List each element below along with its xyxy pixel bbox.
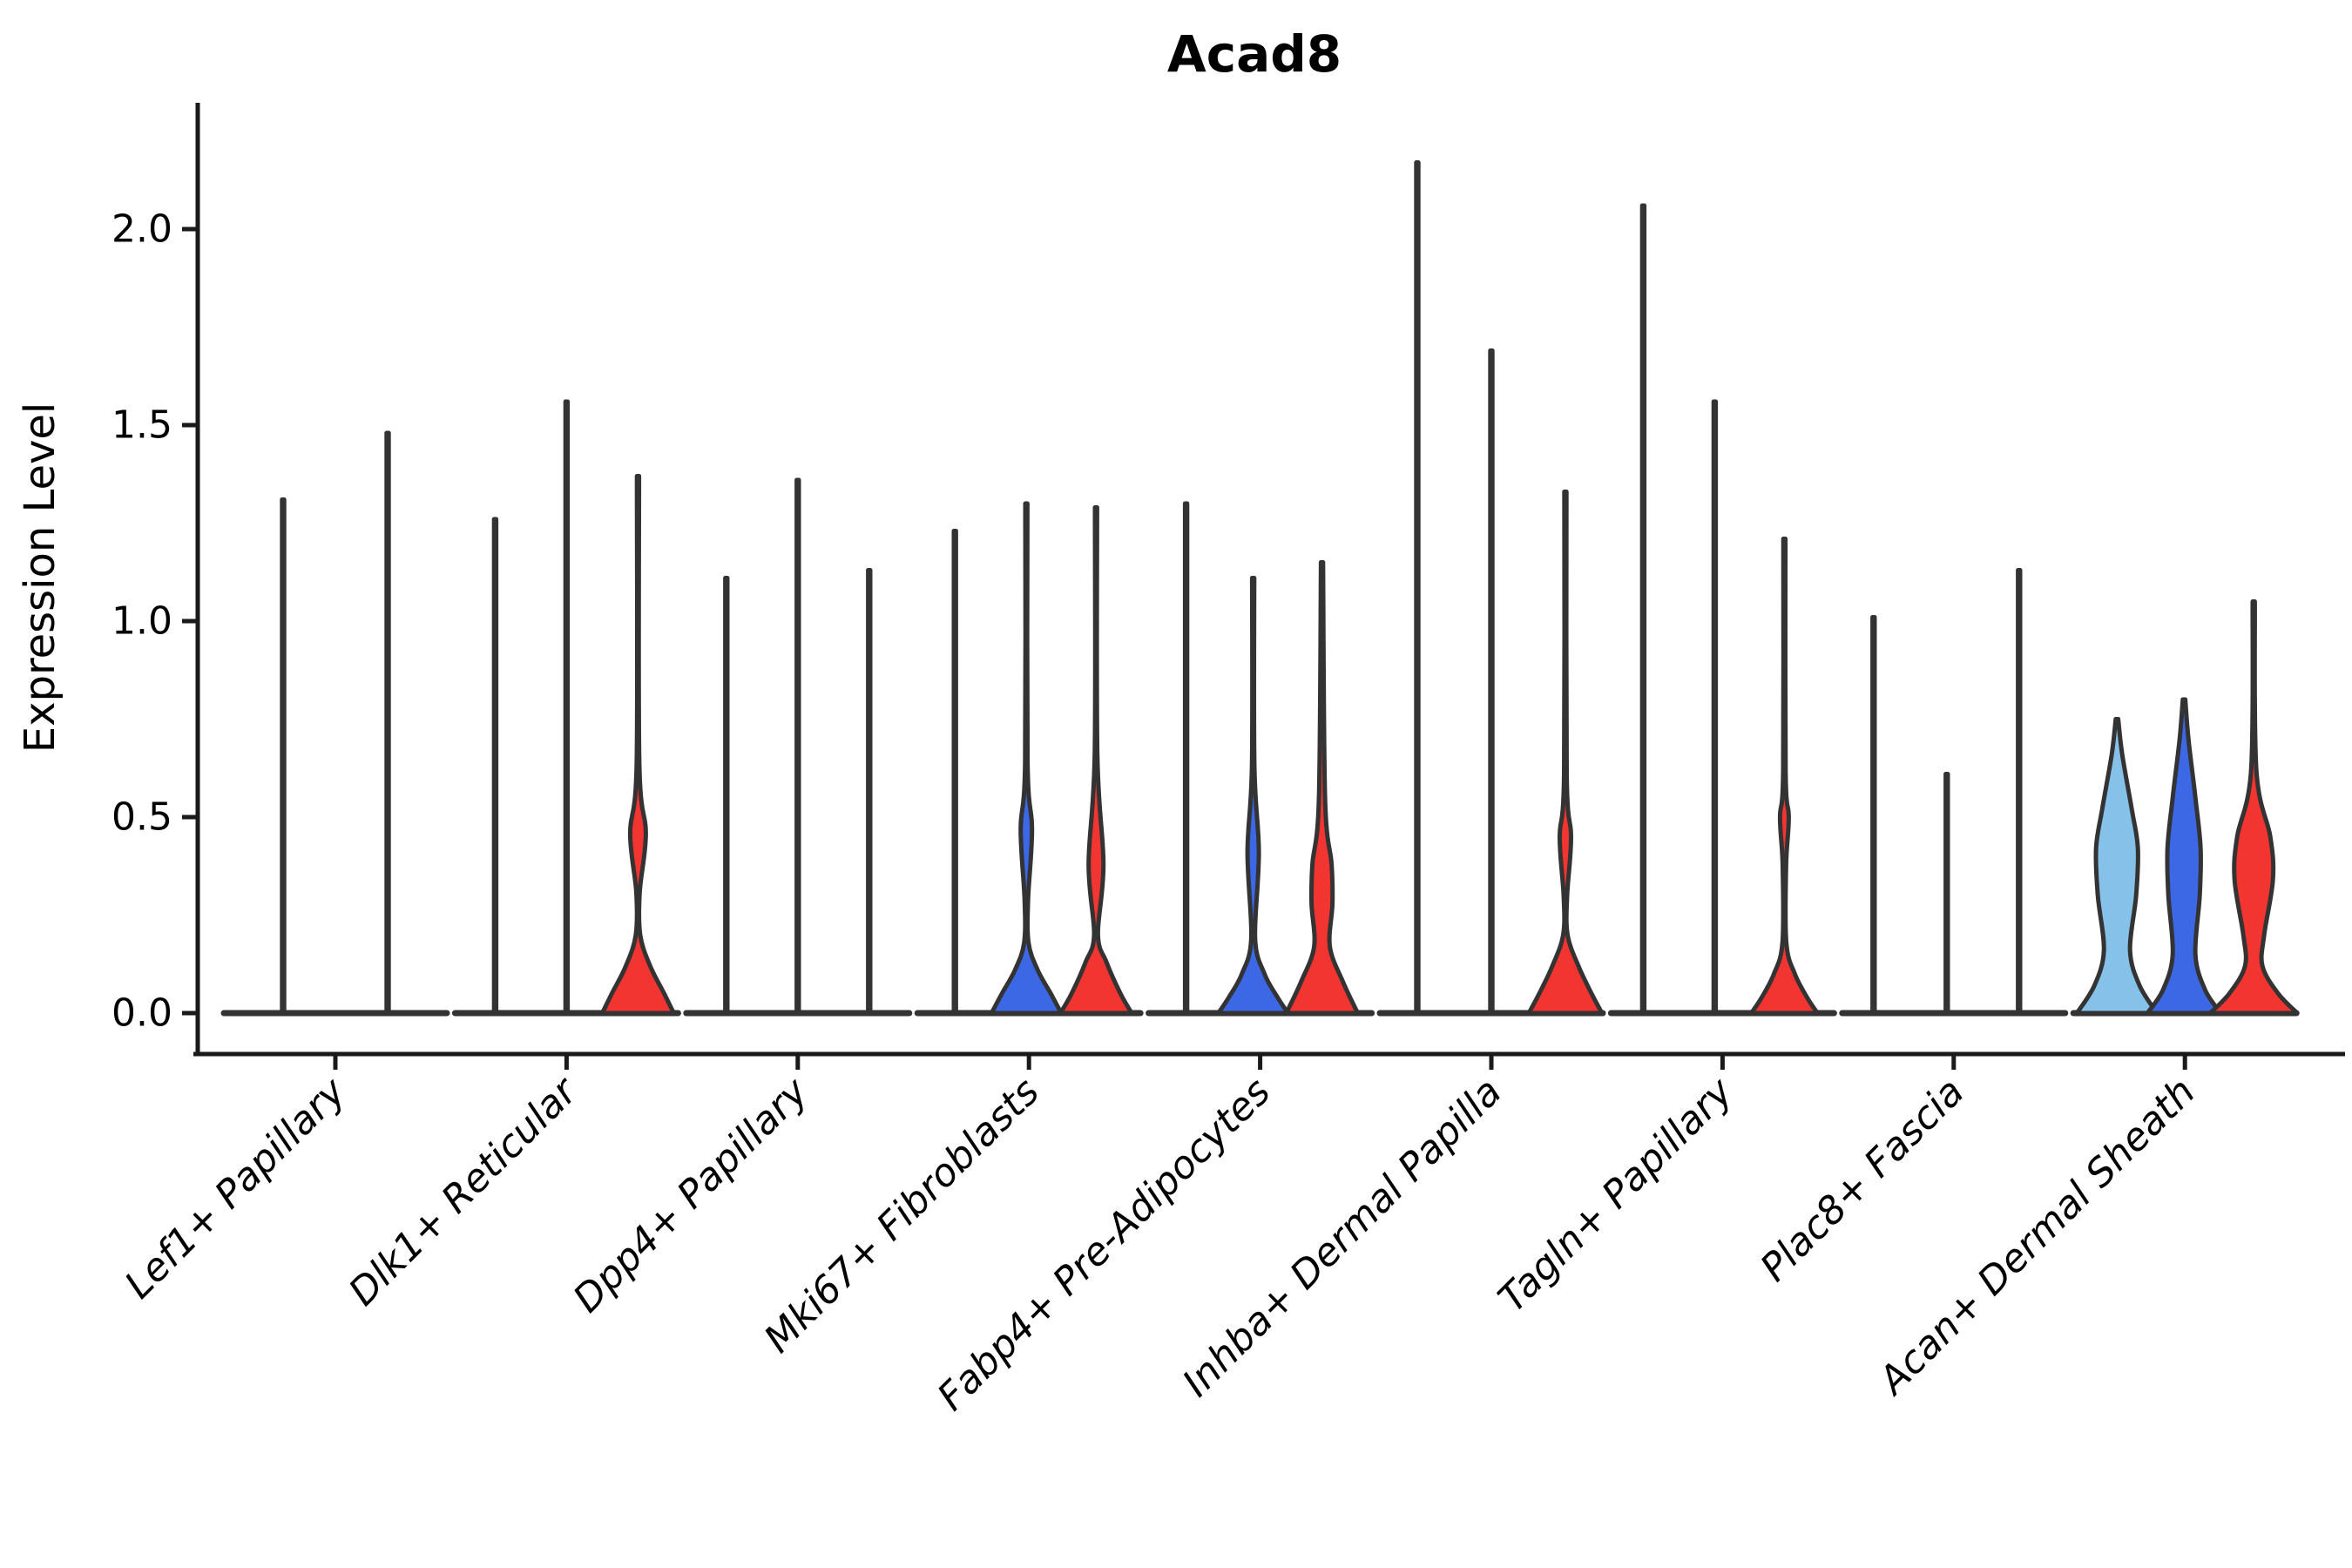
y-axis-label: Expression Level <box>16 402 64 754</box>
violin-cat8-v1 <box>1870 615 1877 1016</box>
x-tick-label-cat2: Dlk1+ Reticular <box>341 1068 587 1315</box>
violin-cat4-v2 <box>989 501 1064 1016</box>
y-tick-label: 0.5 <box>112 795 172 840</box>
violin-cat3-v3 <box>866 568 873 1016</box>
x-tick-label-cat7: Tagln+ Papillary <box>1490 1069 1741 1321</box>
violin-cat6-v3 <box>1526 490 1605 1016</box>
violin-cat7-v2 <box>1711 399 1719 1016</box>
y-tick-label: 0.0 <box>112 991 172 1036</box>
violin-cat9-v1 <box>2074 717 2159 1016</box>
violin-cat5-v1 <box>1182 501 1190 1016</box>
y-tick-label: 2.0 <box>112 207 172 252</box>
violin-cat2-v2 <box>563 399 571 1016</box>
violin-cat1-v2 <box>384 430 391 1016</box>
violin-cat3-v1 <box>723 576 730 1016</box>
x-tick-label-cat8: Plac8+ Fascia <box>1752 1070 1972 1290</box>
violin-cat4-v1 <box>951 529 958 1016</box>
violin-cat6-v2 <box>1488 348 1495 1016</box>
violin-cat5-v2 <box>1216 576 1291 1016</box>
violin-cat9-v3 <box>2207 599 2300 1016</box>
violin-cat8-v2 <box>1943 772 1950 1016</box>
violin-cat3-v2 <box>794 477 801 1016</box>
y-tick-label: 1.5 <box>112 403 172 448</box>
violin-cat9-v2 <box>2145 697 2223 1016</box>
violin-cat6-v1 <box>1414 160 1421 1016</box>
violin-cat2-v3 <box>599 474 676 1016</box>
violin-cat1-v1 <box>280 497 287 1016</box>
x-tick-label-cat1: Lef1+ Papillary <box>117 1069 355 1308</box>
violin-cat2-v1 <box>491 517 499 1016</box>
violin-cat4-v3 <box>1058 505 1134 1016</box>
chart-title: Acad8 <box>1167 24 1342 84</box>
y-tick-label: 1.0 <box>112 599 172 644</box>
violin-cat7-v3 <box>1748 537 1820 1016</box>
x-tick-label-cat3: Dpp4+ Papillary <box>565 1069 818 1321</box>
violin-cat5-v3 <box>1284 560 1361 1016</box>
violin-cat7-v1 <box>1639 203 1647 1016</box>
violin-cat8-v3 <box>2016 568 2023 1016</box>
